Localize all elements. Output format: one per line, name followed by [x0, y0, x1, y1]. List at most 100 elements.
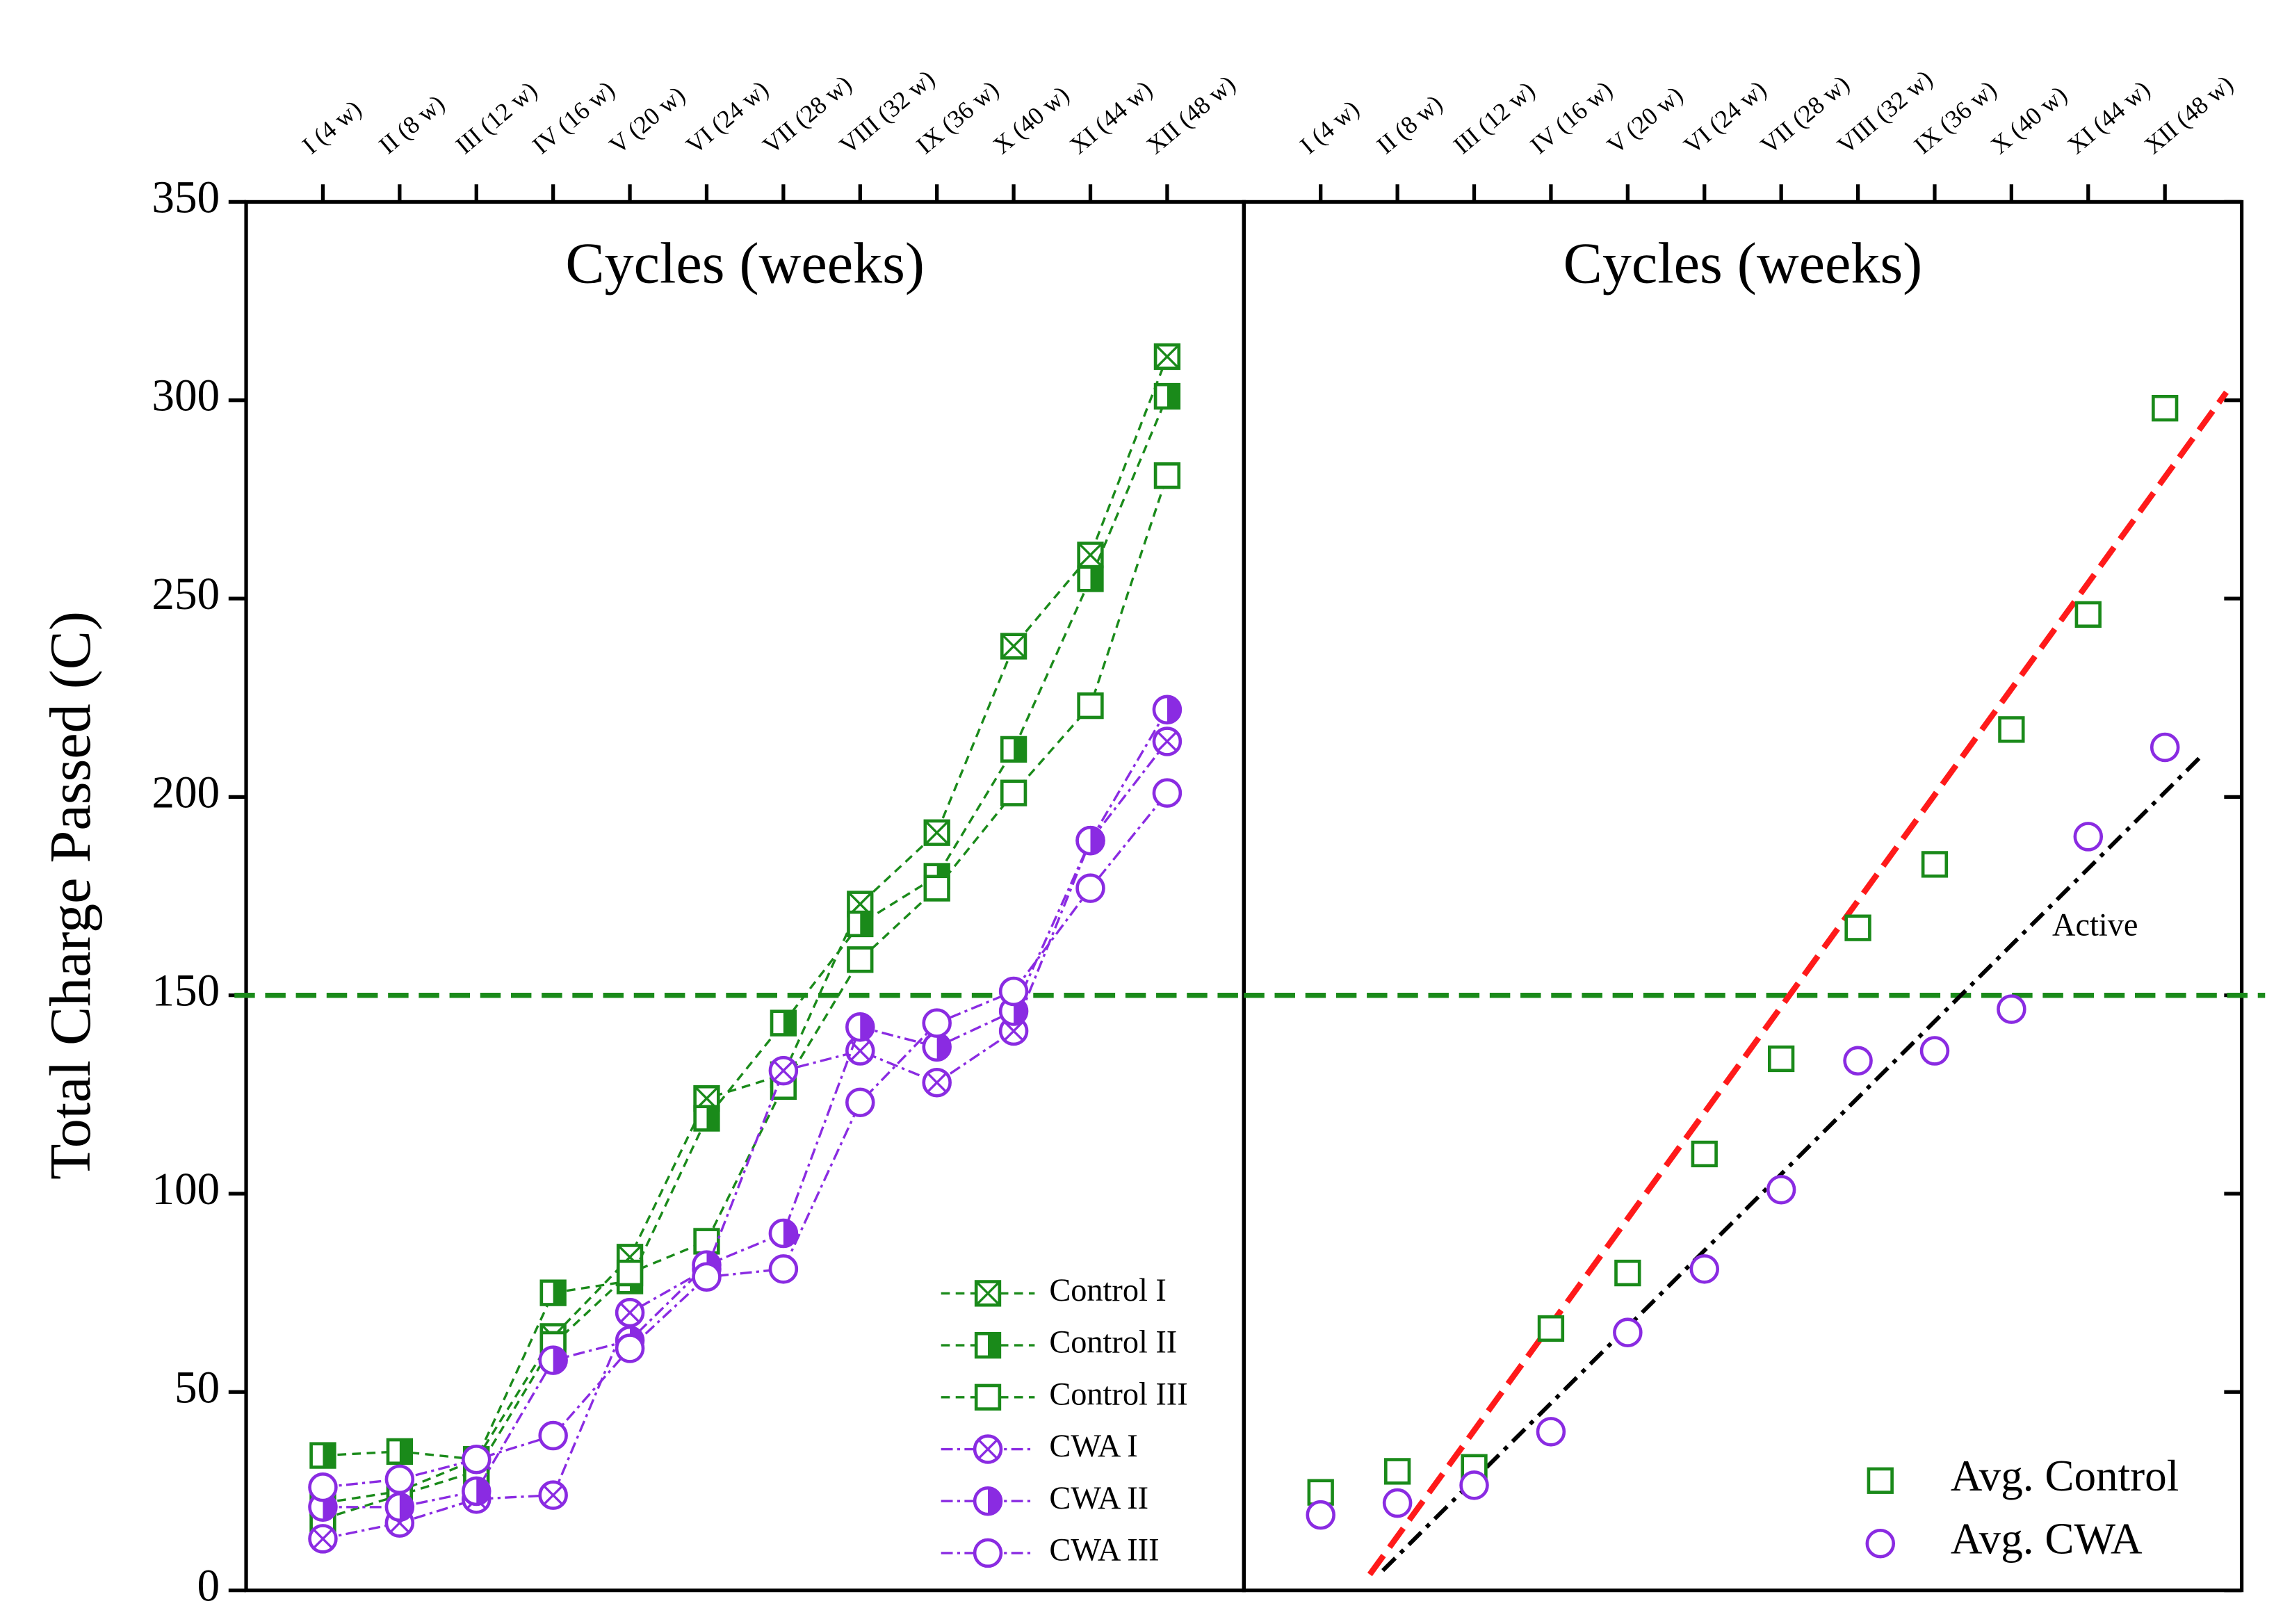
- data-point: [2073, 822, 2104, 852]
- legend-marker: [974, 1280, 1002, 1307]
- data-point: [923, 819, 950, 846]
- marker-outline: [998, 976, 1029, 1007]
- marker-fill: [1014, 738, 1025, 761]
- data-point: [309, 1442, 336, 1469]
- marker-fill: [988, 1333, 1000, 1357]
- data-point: [1152, 726, 1183, 756]
- data-point: [847, 910, 874, 938]
- marker-outline: [2074, 601, 2102, 628]
- data-point: [692, 1262, 722, 1292]
- marker-fill: [860, 912, 872, 936]
- data-point: [1919, 1036, 1950, 1066]
- marker-outline: [692, 1262, 722, 1292]
- data-point: [1843, 1046, 1873, 1076]
- data-point: [1844, 914, 1871, 941]
- marker-cross: [773, 1060, 794, 1081]
- y-tick-label: 100: [152, 1164, 220, 1215]
- marker-outline: [768, 1254, 799, 1284]
- data-point: [768, 1218, 799, 1249]
- marker-fill: [399, 1440, 412, 1463]
- marker-fill: [706, 1106, 719, 1130]
- x-tick-label: III (12 w): [1448, 76, 1540, 159]
- data-point: [1536, 1417, 1566, 1447]
- data-point: [1153, 343, 1181, 371]
- marker-cross: [1157, 731, 1178, 752]
- data-point: [1691, 1140, 1718, 1168]
- marker-outline: [1998, 716, 2025, 743]
- series-line: [323, 792, 1169, 1488]
- plot-frame: [1242, 200, 2244, 1593]
- marker-outline: [923, 875, 950, 902]
- marker-outline: [384, 1464, 415, 1495]
- legend-label: Control I: [1049, 1273, 1166, 1308]
- marker-outline: [1459, 1470, 1489, 1500]
- legend-marker: [974, 1383, 1002, 1411]
- y-tick-label: 0: [197, 1561, 220, 1611]
- legend-label: CWA III: [1049, 1533, 1159, 1568]
- marker-fill: [553, 1281, 565, 1305]
- marker-cross: [1078, 542, 1103, 568]
- marker-outline: [973, 1538, 1003, 1568]
- marker-fill: [476, 1478, 490, 1504]
- x-tick-label: IV (16 w): [1525, 75, 1618, 159]
- x-tick-label: I (4 w): [297, 95, 366, 159]
- y-tick-label: 150: [152, 966, 220, 1016]
- data-point: [1768, 1045, 1795, 1073]
- x-tick-label: VI (24 w): [1678, 75, 1771, 159]
- marker-fill: [1090, 827, 1104, 854]
- marker-outline: [1768, 1045, 1795, 1073]
- marker-outline: [2073, 822, 2104, 852]
- data-point: [922, 1067, 952, 1098]
- data-point: [998, 976, 1029, 1007]
- data-point: [768, 1254, 799, 1284]
- legend-marker: [973, 1538, 1003, 1568]
- data-point: [1998, 716, 2025, 743]
- x-tick-label: XII (48 w): [2139, 70, 2239, 159]
- marker-outline: [308, 1472, 338, 1502]
- marker-outline: [1921, 851, 1949, 878]
- marker-outline: [847, 946, 874, 973]
- panel-title: Cycles (weeks): [1563, 232, 1923, 296]
- marker-cross: [312, 1528, 334, 1549]
- data-point: [386, 1438, 414, 1465]
- marker-cross: [927, 1072, 948, 1093]
- data-point: [770, 1009, 797, 1037]
- data-point: [1153, 462, 1181, 489]
- marker-outline: [1691, 1140, 1718, 1168]
- x-tick-label: IV (16 w): [527, 75, 619, 159]
- legend-marker: [973, 1434, 1003, 1464]
- series-line: [323, 356, 1169, 1504]
- data-point: [538, 1480, 568, 1510]
- marker-outline: [1537, 1315, 1565, 1342]
- marker-outline: [1844, 914, 1871, 941]
- marker-fill: [1167, 384, 1179, 408]
- data-point: [2152, 394, 2179, 422]
- data-point: [1000, 633, 1027, 660]
- data-point: [384, 1492, 415, 1522]
- data-point: [1383, 1458, 1411, 1485]
- y-tick-label: 200: [152, 768, 220, 818]
- marker-outline: [462, 1445, 491, 1475]
- marker-cross: [1003, 1021, 1024, 1041]
- marker-cross: [975, 1281, 1001, 1306]
- legend-label: Control II: [1049, 1325, 1177, 1361]
- marker-outline: [616, 1259, 644, 1287]
- marker-outline: [1077, 692, 1104, 720]
- marker-outline: [1919, 1036, 1950, 1066]
- data-point: [1537, 1315, 1565, 1342]
- marker-outline: [1000, 779, 1027, 806]
- data-point: [462, 1476, 491, 1507]
- marker-fill: [553, 1347, 567, 1374]
- marker-fill: [323, 1443, 335, 1468]
- marker-outline: [1075, 873, 1105, 903]
- data-point: [538, 1345, 568, 1375]
- data-point: [1152, 695, 1183, 725]
- data-point: [308, 1492, 338, 1522]
- marker-outline: [1613, 1317, 1643, 1347]
- data-point: [1075, 873, 1105, 903]
- marker-cross: [977, 1438, 998, 1460]
- annotation: Active: [2052, 907, 2138, 943]
- marker-fill: [936, 1033, 950, 1060]
- data-point: [847, 946, 874, 973]
- marker-cross: [1154, 343, 1180, 369]
